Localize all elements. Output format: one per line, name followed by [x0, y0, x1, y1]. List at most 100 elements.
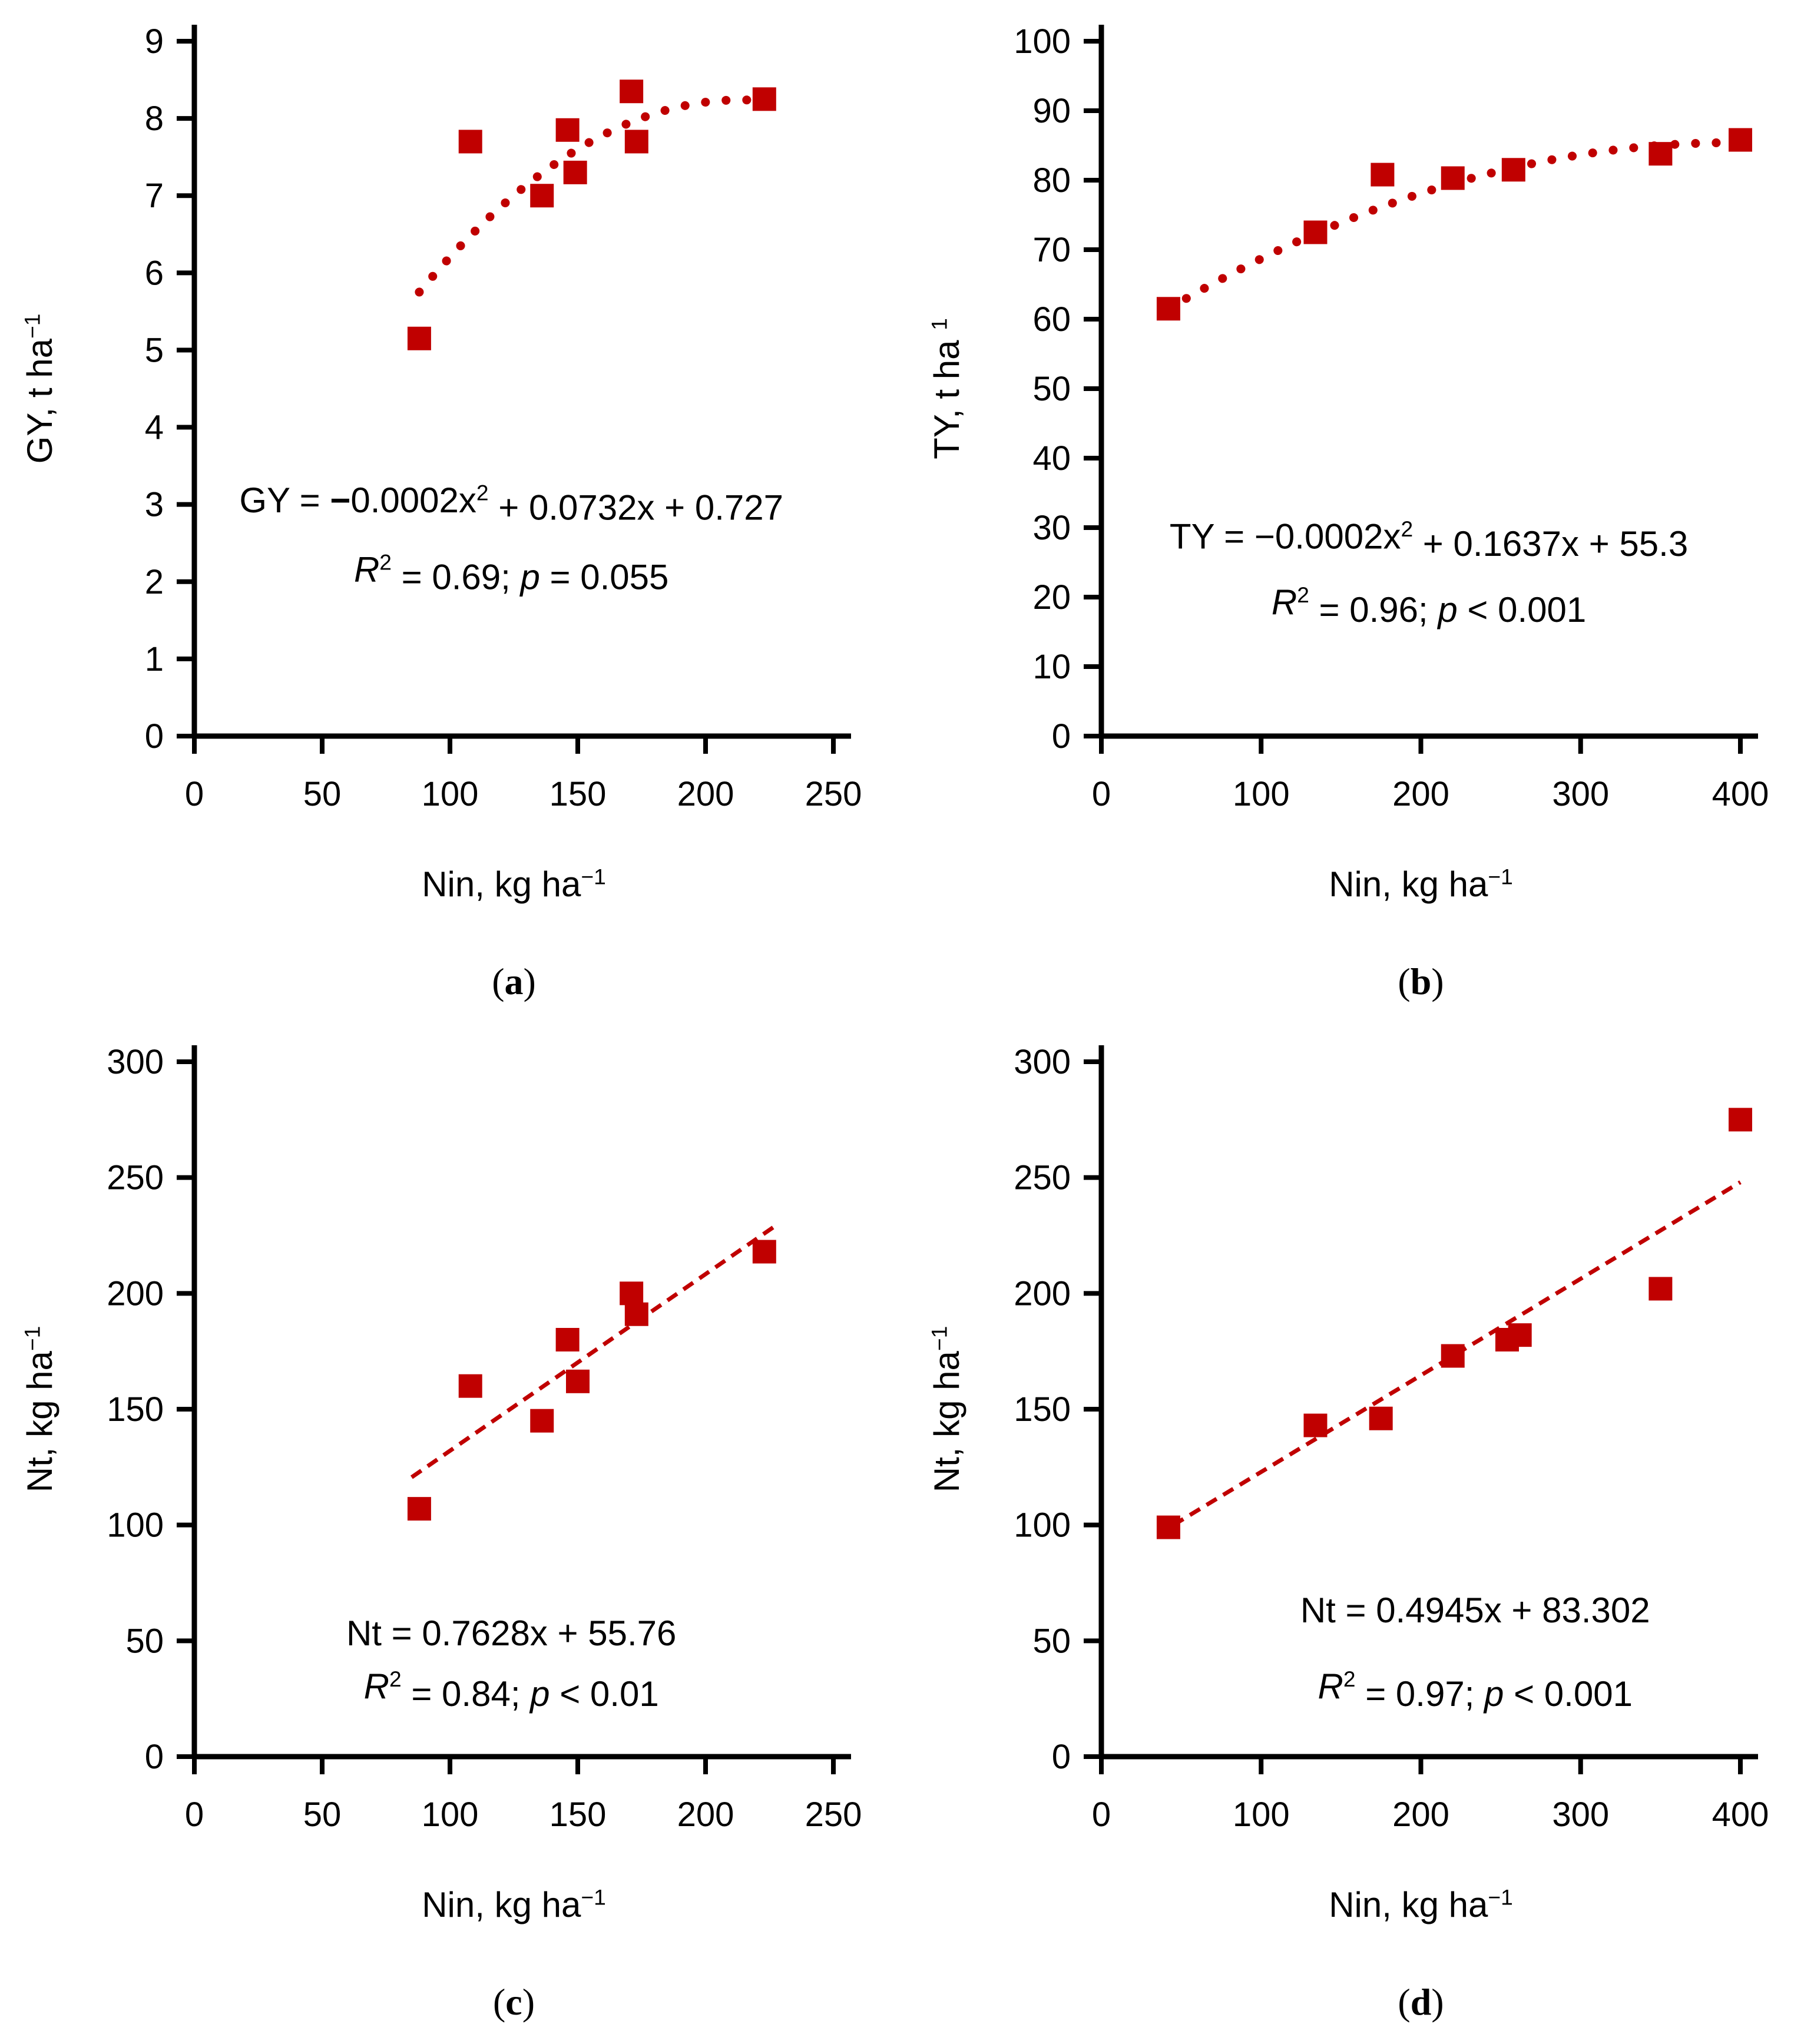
x-tick-label: 50 [303, 775, 342, 813]
panel-letter-part: ) [524, 960, 536, 1002]
y-axis-title-part: Nt, kg ha [20, 1351, 59, 1493]
panel-letter-part: ( [493, 1981, 505, 2023]
x-tick-label: 150 [550, 775, 607, 813]
panel-letter-part: ) [522, 1981, 535, 2023]
equation-text-part: + 0.0732x + 0.727 [489, 488, 783, 527]
stats-text-part: p [529, 1674, 550, 1714]
x-axis-title-part: −1 [1488, 1885, 1512, 1910]
y-tick-label: 250 [1014, 1159, 1071, 1197]
x-axis-title-part: Nin, kg ha [422, 864, 581, 904]
y-tick-label: 250 [107, 1159, 164, 1197]
y-tick-label: 70 [1032, 231, 1071, 269]
x-tick-label: 100 [1233, 775, 1290, 813]
y-tick-label: 100 [1014, 1506, 1071, 1545]
y-tick-label: 80 [1032, 161, 1071, 200]
data-point-marker [458, 130, 482, 154]
panel-letter: (d) [1398, 1981, 1444, 2023]
y-tick-label: 100 [1014, 22, 1071, 61]
y-tick-label: 10 [1032, 648, 1071, 686]
stats-text-part: p [519, 557, 539, 597]
y-tick-label: 7 [145, 177, 164, 215]
data-point-marker [555, 1328, 580, 1351]
x-tick-label: 100 [1233, 1795, 1290, 1834]
equation-text-part: TY = −0.0002x [1170, 516, 1401, 556]
equation-text: GY = −0.0002x2 + 0.0732x + 0.727 [239, 480, 783, 527]
y-tick-label: 0 [1052, 1738, 1071, 1776]
y-tick-label: 9 [145, 22, 164, 61]
data-point-marker [407, 1497, 431, 1521]
y-tick-label: 20 [1032, 578, 1071, 617]
y-tick-label: 200 [107, 1274, 164, 1313]
y-tick-label: 30 [1032, 509, 1071, 547]
equation-text-part: Nt = 0.4945x + 83.302 [1300, 1591, 1650, 1630]
equation-text-part: GY = [239, 481, 330, 520]
x-tick-label: 50 [303, 1795, 342, 1834]
x-tick-label: 200 [677, 775, 734, 813]
stats-text-part: < 0.01 [550, 1674, 659, 1714]
stats-text-part: 2 [1297, 582, 1309, 607]
y-tick-label: 60 [1032, 300, 1071, 339]
data-point-marker [563, 160, 587, 184]
x-axis-title-part: −1 [581, 864, 605, 889]
stats-text: R2 = 0.97; p < 0.001 [1318, 1667, 1633, 1714]
data-point-marker [530, 184, 554, 208]
panel-letter-part: b [1411, 960, 1432, 1002]
panel-letter: (c) [493, 1981, 535, 2023]
x-axis-title-part: Nin, kg ha [1329, 864, 1488, 904]
y-tick-label: 1 [145, 640, 164, 678]
data-point-marker [620, 79, 644, 104]
stats-text-part: 2 [389, 1667, 402, 1691]
y-axis-title-part: −1 [20, 1326, 45, 1351]
data-point-marker [752, 87, 776, 111]
data-point-marker [752, 1240, 776, 1264]
data-point-marker [1649, 1277, 1673, 1301]
panel-d: 0 50 100 150 200 250 300 0 100 200 300 400 Nt = 0.49… [907, 1021, 1814, 2041]
data-point-marker [620, 1281, 644, 1306]
y-tick-label: 300 [107, 1043, 164, 1081]
x-tick-label: 250 [805, 775, 862, 813]
x-axis-title: Nin, kg ha−1 [1329, 1885, 1513, 1924]
y-axis-title-part: 1 [927, 318, 952, 330]
x-axis-title-part: Nin, kg ha [422, 1885, 581, 1924]
y-tick-label: 8 [145, 100, 164, 138]
stats-text-part: = 0.055 [540, 557, 669, 597]
x-tick-label: 200 [677, 1795, 734, 1834]
data-point-marker [407, 326, 431, 350]
y-axis-title-part: −1 [20, 314, 45, 339]
y-tick-label: 150 [1014, 1390, 1071, 1429]
x-tick-label: 300 [1552, 775, 1609, 813]
y-tick-label: 100 [107, 1506, 164, 1545]
x-tick-label: 100 [422, 775, 479, 813]
y-tick-label: 6 [145, 254, 164, 292]
trend-line-dotted [415, 95, 769, 297]
x-axis-title: Nin, kg ha−1 [422, 864, 606, 904]
stats-text-part: p [1436, 590, 1457, 630]
x-tick-label: 0 [185, 1795, 204, 1834]
y-tick-label: 90 [1032, 92, 1071, 130]
trend-line-dashed [1172, 1180, 1742, 1527]
data-point-marker [1729, 128, 1752, 152]
data-point-marker [530, 1409, 554, 1433]
trend-line-dashed [410, 1223, 779, 1479]
y-tick-label: 0 [1052, 717, 1071, 756]
data-point-marker [555, 118, 580, 142]
y-axis-title: TY, t ha 1 [927, 318, 966, 459]
panel-a: 0 1 2 3 4 5 6 7 8 9 0 50 100 150 200 250 GY = −0.0002x2 … [0, 0, 907, 1021]
x-axis-title-part: Nin, kg ha [1329, 1885, 1488, 1924]
stats-text: R2 = 0.69; p = 0.055 [354, 549, 668, 597]
stats-text-part: R [364, 1667, 389, 1707]
y-axis-title: Nt, kg ha−1 [20, 1326, 59, 1493]
equation-text-part: 2 [1401, 516, 1413, 541]
y-tick-label: 50 [125, 1622, 164, 1660]
y-axis-title: Nt, kg ha−1 [927, 1326, 966, 1493]
data-point-marker [1729, 1108, 1752, 1132]
panel-a-plot: 0 1 2 3 4 5 6 7 8 9 0 50 100 150 200 250 GY = −0.0002x2 … [20, 22, 862, 1002]
equation-text: TY = −0.0002x2 + 0.1637x + 55.3 [1170, 516, 1688, 564]
x-tick-label: 150 [550, 1795, 607, 1834]
x-tick-label: 250 [805, 1795, 862, 1834]
x-axis-title: Nin, kg ha−1 [1329, 864, 1513, 904]
y-tick-label: 50 [1032, 1622, 1071, 1660]
y-tick-label: 5 [145, 331, 164, 369]
data-point-marker [1369, 1406, 1393, 1430]
